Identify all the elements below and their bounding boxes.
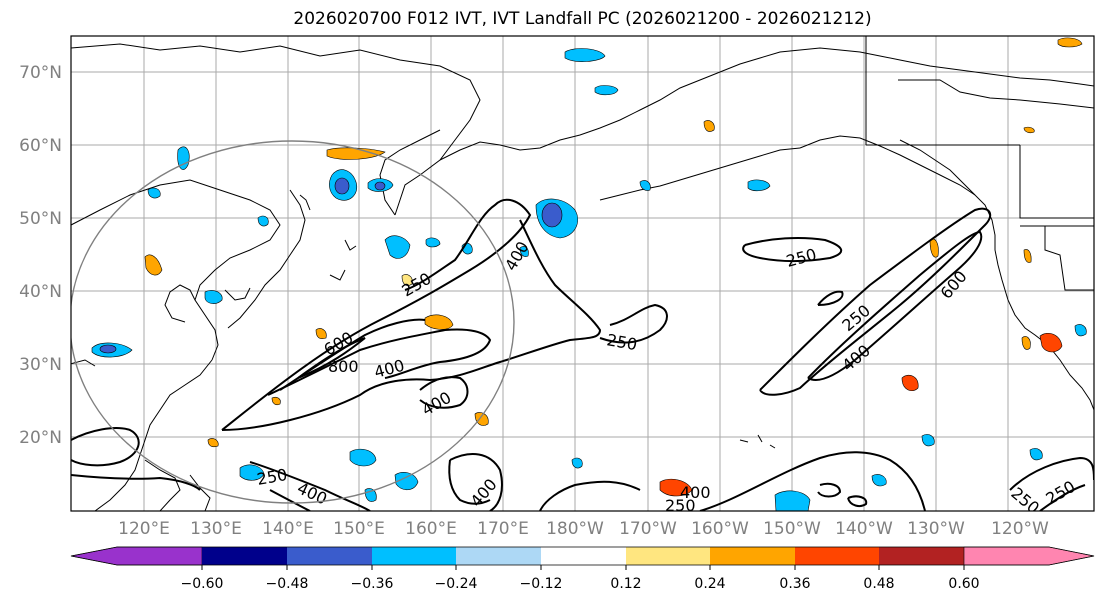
lon-label: 140°E — [262, 519, 314, 539]
colorbar-tick: −0.48 — [266, 576, 309, 592]
colorbar-segment — [795, 547, 879, 565]
latitude-labels: 70°N 60°N 50°N 40°N 30°N 20°N — [19, 63, 62, 448]
lat-label: 70°N — [19, 63, 62, 83]
colorbar-outline — [70, 546, 1095, 566]
lat-label: 60°N — [19, 136, 62, 156]
colorbar-segment — [541, 547, 626, 565]
colorbar-tick: 0.48 — [863, 576, 894, 592]
colorbar-tick: 0.36 — [779, 576, 810, 592]
colorbar-segment — [456, 547, 541, 565]
gridlines — [71, 36, 1094, 511]
colorbar-segment — [626, 547, 710, 565]
contour-label: 250 — [1043, 477, 1079, 509]
contour-label: 400 — [372, 356, 406, 382]
contour-label: 250 — [255, 465, 288, 489]
contour-label: 600 — [937, 267, 971, 303]
lon-label: 130°W — [907, 519, 965, 539]
lon-label: 160°E — [405, 519, 457, 539]
lon-label: 120°W — [991, 519, 1049, 539]
contour-label: 250 — [665, 496, 696, 515]
colorbar-segment — [70, 546, 203, 566]
lat-label: 30°N — [19, 355, 62, 375]
colorbar-tick: −0.36 — [351, 576, 394, 592]
colorbar-tick: −0.24 — [435, 576, 478, 592]
map-frame-group: 250 250 250 250 250 250 250 250 400 400 … — [71, 36, 1094, 515]
colorbar: −0.60 −0.48 −0.36 −0.24 −0.12 0.12 0.24 … — [70, 546, 1095, 592]
contour-label: 400 — [838, 341, 874, 375]
lat-label: 20°N — [19, 428, 62, 448]
map-title: 2026020700 F012 IVT, IVT Landfall PC (20… — [293, 9, 872, 29]
longitude-labels: 120°E 130°E 140°E 150°E 160°E 170°E 180°… — [118, 519, 1049, 539]
contour-labels: 250 250 250 250 250 250 250 250 400 400 … — [255, 238, 1079, 515]
contour-label: 250 — [784, 245, 818, 271]
contour-label: 400 — [419, 388, 455, 420]
colorbar-segment — [372, 547, 456, 565]
map-frame — [70, 35, 1095, 512]
colorbar-tick: 0.12 — [610, 576, 641, 592]
contour-label: 250 — [399, 269, 435, 301]
colorbar-segment — [879, 547, 964, 565]
colorbar-segment — [202, 547, 287, 565]
lon-label: 180°W — [546, 519, 604, 539]
lon-label: 140°W — [835, 519, 893, 539]
colorbar-segment — [710, 547, 795, 565]
ivt-contours — [71, 198, 1094, 511]
lat-label: 40°N — [19, 282, 62, 302]
contour-label: 250 — [605, 330, 638, 354]
colorbar-tick: 0.24 — [694, 576, 725, 592]
colorbar-tick: −0.12 — [520, 576, 563, 592]
lon-label: 120°E — [118, 519, 170, 539]
colorbar-segment — [963, 546, 1095, 566]
contour-label: 400 — [294, 478, 330, 508]
colorbar-tick: 0.60 — [948, 576, 979, 592]
lon-label: 160°W — [691, 519, 749, 539]
lon-label: 150°E — [333, 519, 385, 539]
colorbar-segment — [287, 547, 372, 565]
lon-label: 170°E — [477, 519, 529, 539]
coastlines — [71, 36, 1094, 511]
colorbar-tick: −0.60 — [181, 576, 224, 592]
pc-shading — [91, 37, 1087, 511]
landfall-region-circle — [71, 140, 515, 504]
lat-label: 50°N — [19, 209, 62, 229]
contour-label: 800 — [328, 357, 359, 376]
lon-label: 150°W — [763, 519, 821, 539]
lon-label: 170°W — [619, 519, 677, 539]
contour-label: 400 — [680, 483, 711, 502]
lon-label: 130°E — [190, 519, 242, 539]
